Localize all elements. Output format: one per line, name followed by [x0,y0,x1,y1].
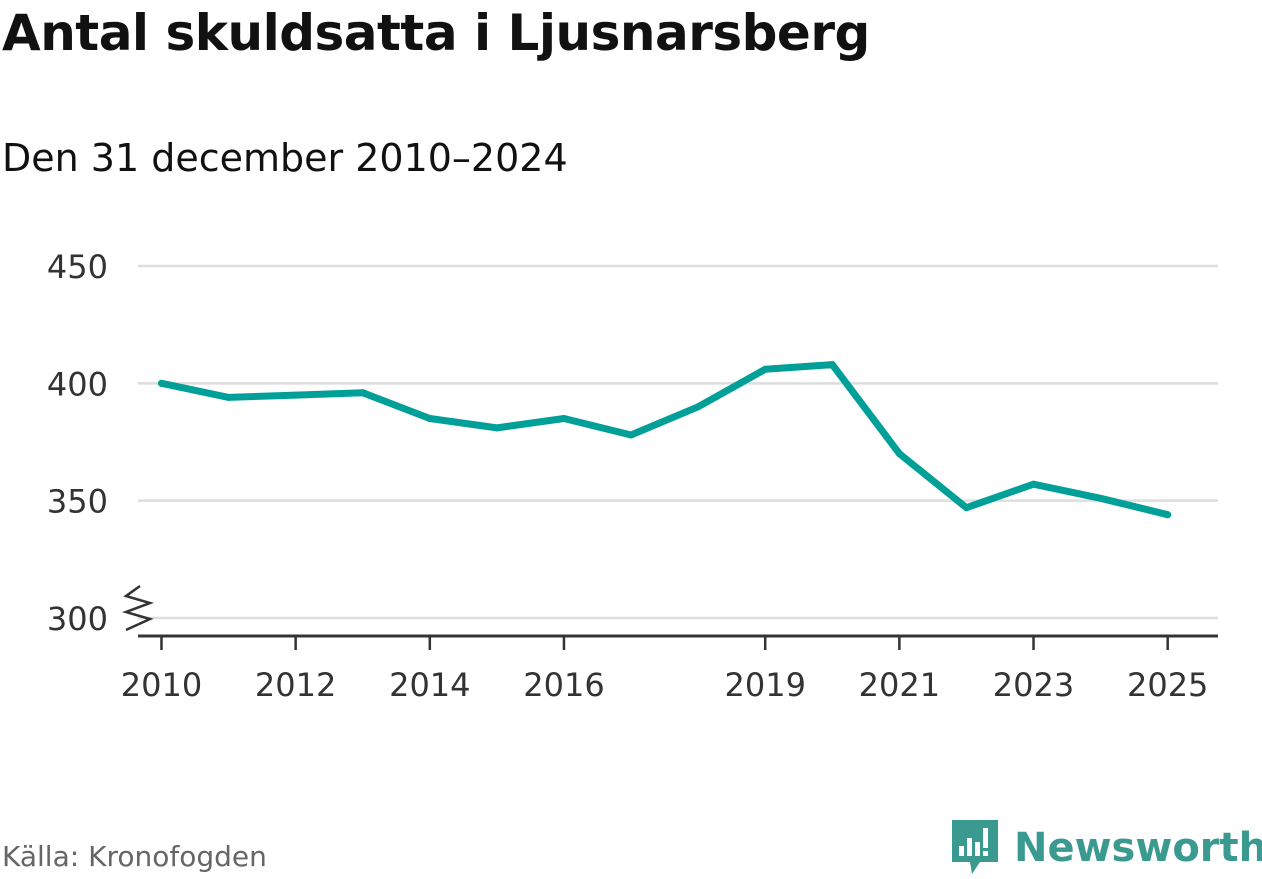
chart-subtitle: Den 31 december 2010–2024 [2,136,568,180]
x-tick-label: 2010 [121,666,202,704]
data-point [225,393,233,401]
data-point [828,361,836,369]
brand-name: Newsworthy [1014,825,1262,871]
data-point [962,504,970,512]
series-layer [157,361,1172,519]
x-axis [122,584,1218,650]
data-point [493,424,501,432]
y-tick-label: 400 [47,365,108,403]
source-note: Källa: Kronofogden [2,840,267,873]
data-point [359,389,367,397]
data-point [560,415,568,423]
chart-bubble-icon [952,820,998,874]
y-tick-label: 300 [47,600,108,638]
x-tick-label: 2019 [724,666,805,704]
data-point [895,450,903,458]
x-tick-label: 2021 [859,666,940,704]
x-tick-label: 2016 [523,666,604,704]
brand-logo: Newsworthy [950,818,1262,878]
x-axis-labels: 2010 2012 2014 2016 2019 2021 2023 2025 [121,666,1209,704]
chart-title: Antal skuldsatta i Ljusnarsberg [2,4,870,62]
series-line [158,361,1172,519]
data-point [761,365,769,373]
x-tick-label: 2014 [389,666,470,704]
data-point [1097,494,1105,502]
data-point [426,415,434,423]
y-tick-label: 450 [47,248,108,286]
x-tick-label: 2025 [1127,666,1208,704]
data-point [157,379,165,387]
y-tick-label: 350 [47,483,108,521]
x-tick-label: 2023 [993,666,1074,704]
data-point [292,391,300,399]
data-point [1164,511,1172,519]
axis-break-mark [122,584,154,632]
gridlines [138,264,1218,620]
y-axis-labels: 300 350 400 450 [47,248,108,638]
x-tick-label: 2012 [255,666,336,704]
data-point [627,431,635,439]
data-point [1030,480,1038,488]
data-point [694,403,702,411]
